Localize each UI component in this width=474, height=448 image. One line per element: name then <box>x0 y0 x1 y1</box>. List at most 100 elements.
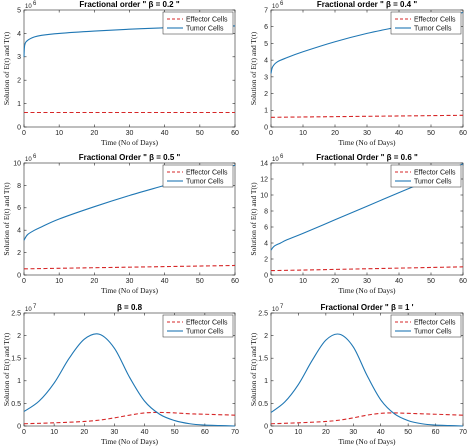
effector-cells-line <box>270 266 464 272</box>
y-exponent: 10 <box>272 307 279 313</box>
effector-cells-line <box>270 114 464 118</box>
y-tick-label: 12 <box>260 176 268 183</box>
x-tick-label: 10 <box>299 130 307 137</box>
y-tick-label: 7 <box>264 7 268 14</box>
y-tick-label: 6 <box>264 24 268 31</box>
legend-label: Tumor Cells <box>414 25 452 32</box>
x-tick-label: 20 <box>90 278 98 285</box>
y-tick-label: 0 <box>17 124 21 131</box>
effector-cells-line <box>23 264 236 270</box>
y-tick-label: 2 <box>264 91 268 98</box>
y-exponent-power: 6 <box>33 154 37 160</box>
x-tick-label: 60 <box>201 429 209 436</box>
x-tick-label: 40 <box>161 278 169 285</box>
x-tick-label: 50 <box>171 429 179 436</box>
y-tick-label: 5 <box>17 7 21 14</box>
x-tick-label: 50 <box>427 130 435 137</box>
y-axis-label: Solution of E(t) and T(t) <box>2 182 11 256</box>
x-tick-label: 0 <box>22 130 26 137</box>
y-tick-label: 2.5 <box>11 310 21 317</box>
legend-label: Effector Cells <box>186 169 228 176</box>
legend: Effector Cells Tumor Cells <box>390 164 462 188</box>
legend-label: Effector Cells <box>186 16 228 23</box>
y-tick-label: 10 <box>260 192 268 199</box>
effector-cells-line <box>270 412 464 425</box>
x-axis-label: Time (No of Days) <box>338 437 396 446</box>
x-axis-label: Time (No of Days) <box>338 138 396 147</box>
chart-title: Fractional Order " β = 0.6 " <box>316 153 418 162</box>
x-tick-label: 20 <box>80 429 88 436</box>
x-tick-label: 60 <box>231 130 239 137</box>
y-tick-label: 1 <box>17 378 21 385</box>
x-tick-label: 40 <box>395 278 403 285</box>
y-tick-label: 2 <box>17 78 21 85</box>
x-tick-label: 50 <box>196 130 204 137</box>
y-axis-label: Solution of E(t) and T(t) <box>2 332 11 406</box>
chart-title: Fractional order " β = 0.2 " <box>79 0 179 9</box>
y-exponent-power: 6 <box>280 154 284 160</box>
chart-title: Fractional order " β = 0.4 " <box>317 0 417 9</box>
y-tick-label: 4 <box>17 31 21 38</box>
x-tick-label: 50 <box>404 429 412 436</box>
legend-label: Tumor Cells <box>414 178 452 185</box>
chart-title: Fractional Order " β = 0.5 " <box>79 153 181 162</box>
y-tick-label: 8 <box>264 208 268 215</box>
legend-label: Tumor Cells <box>414 328 452 335</box>
x-tick-label: 70 <box>231 429 239 436</box>
x-tick-label: 30 <box>363 130 371 137</box>
legend-label: Effector Cells <box>186 319 228 326</box>
x-tick-label: 10 <box>55 278 63 285</box>
legend-label: Effector Cells <box>414 319 456 326</box>
y-tick-label: 2.5 <box>258 310 268 317</box>
y-tick-label: 4 <box>264 58 268 65</box>
y-tick-label: 5 <box>264 41 268 48</box>
x-tick-label: 20 <box>331 130 339 137</box>
x-tick-label: 40 <box>161 130 169 137</box>
legend-label: Tumor Cells <box>186 328 224 335</box>
y-exponent-power: 7 <box>280 304 284 310</box>
x-tick-label: 40 <box>395 130 403 137</box>
legend-label: Effector Cells <box>414 169 456 176</box>
x-tick-label: 30 <box>126 278 134 285</box>
y-tick-label: 0 <box>264 124 268 131</box>
legend: Effector Cells Tumor Cells <box>162 164 234 188</box>
x-tick-label: 30 <box>111 429 119 436</box>
x-tick-label: 50 <box>196 278 204 285</box>
y-tick-label: 3 <box>264 74 268 81</box>
axes-frame <box>270 312 464 427</box>
axes-frame <box>23 312 236 427</box>
y-exponent-power: 6 <box>280 1 284 7</box>
y-tick-label: 1 <box>264 108 268 115</box>
x-tick-label: 30 <box>349 429 357 436</box>
x-tick-label: 0 <box>22 429 26 436</box>
y-tick-label: 0.5 <box>11 401 21 408</box>
x-tick-label: 40 <box>377 429 385 436</box>
x-tick-label: 60 <box>459 278 467 285</box>
y-axis-label: Solution of E(t) and T(t) <box>249 31 258 105</box>
chart-title: Fractional Order " β = 1 ' <box>320 303 413 312</box>
y-tick-label: 1 <box>17 101 21 108</box>
x-axis-label: Time (No of Days) <box>101 138 159 147</box>
y-tick-label: 0 <box>264 423 268 430</box>
x-tick-label: 60 <box>432 429 440 436</box>
x-tick-label: 0 <box>269 429 273 436</box>
y-exponent-power: 6 <box>33 1 37 7</box>
x-tick-label: 40 <box>141 429 149 436</box>
x-tick-label: 30 <box>126 130 134 137</box>
y-tick-label: 4 <box>17 228 21 235</box>
x-axis-label: Time (No of Days) <box>101 286 159 295</box>
x-axis-label: Time (No of Days) <box>101 437 159 446</box>
y-tick-label: 1.5 <box>11 356 21 363</box>
y-tick-label: 14 <box>260 160 268 167</box>
legend-label: Tumor Cells <box>186 25 224 32</box>
y-tick-label: 0 <box>264 272 268 279</box>
y-tick-label: 10 <box>13 160 21 167</box>
y-tick-label: 0 <box>17 272 21 279</box>
x-tick-label: 0 <box>269 278 273 285</box>
